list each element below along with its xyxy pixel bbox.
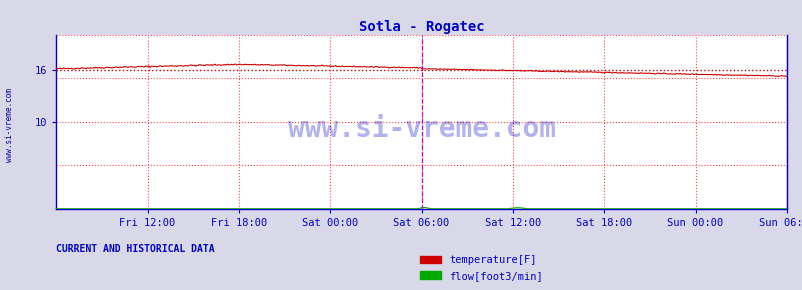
Text: www.si-vreme.com: www.si-vreme.com	[287, 115, 555, 143]
Legend: temperature[F], flow[foot3/min]: temperature[F], flow[foot3/min]	[415, 251, 547, 285]
Text: www.si-vreme.com: www.si-vreme.com	[5, 88, 14, 162]
Title: Sotla - Rogatec: Sotla - Rogatec	[358, 20, 484, 34]
Text: CURRENT AND HISTORICAL DATA: CURRENT AND HISTORICAL DATA	[56, 244, 215, 254]
